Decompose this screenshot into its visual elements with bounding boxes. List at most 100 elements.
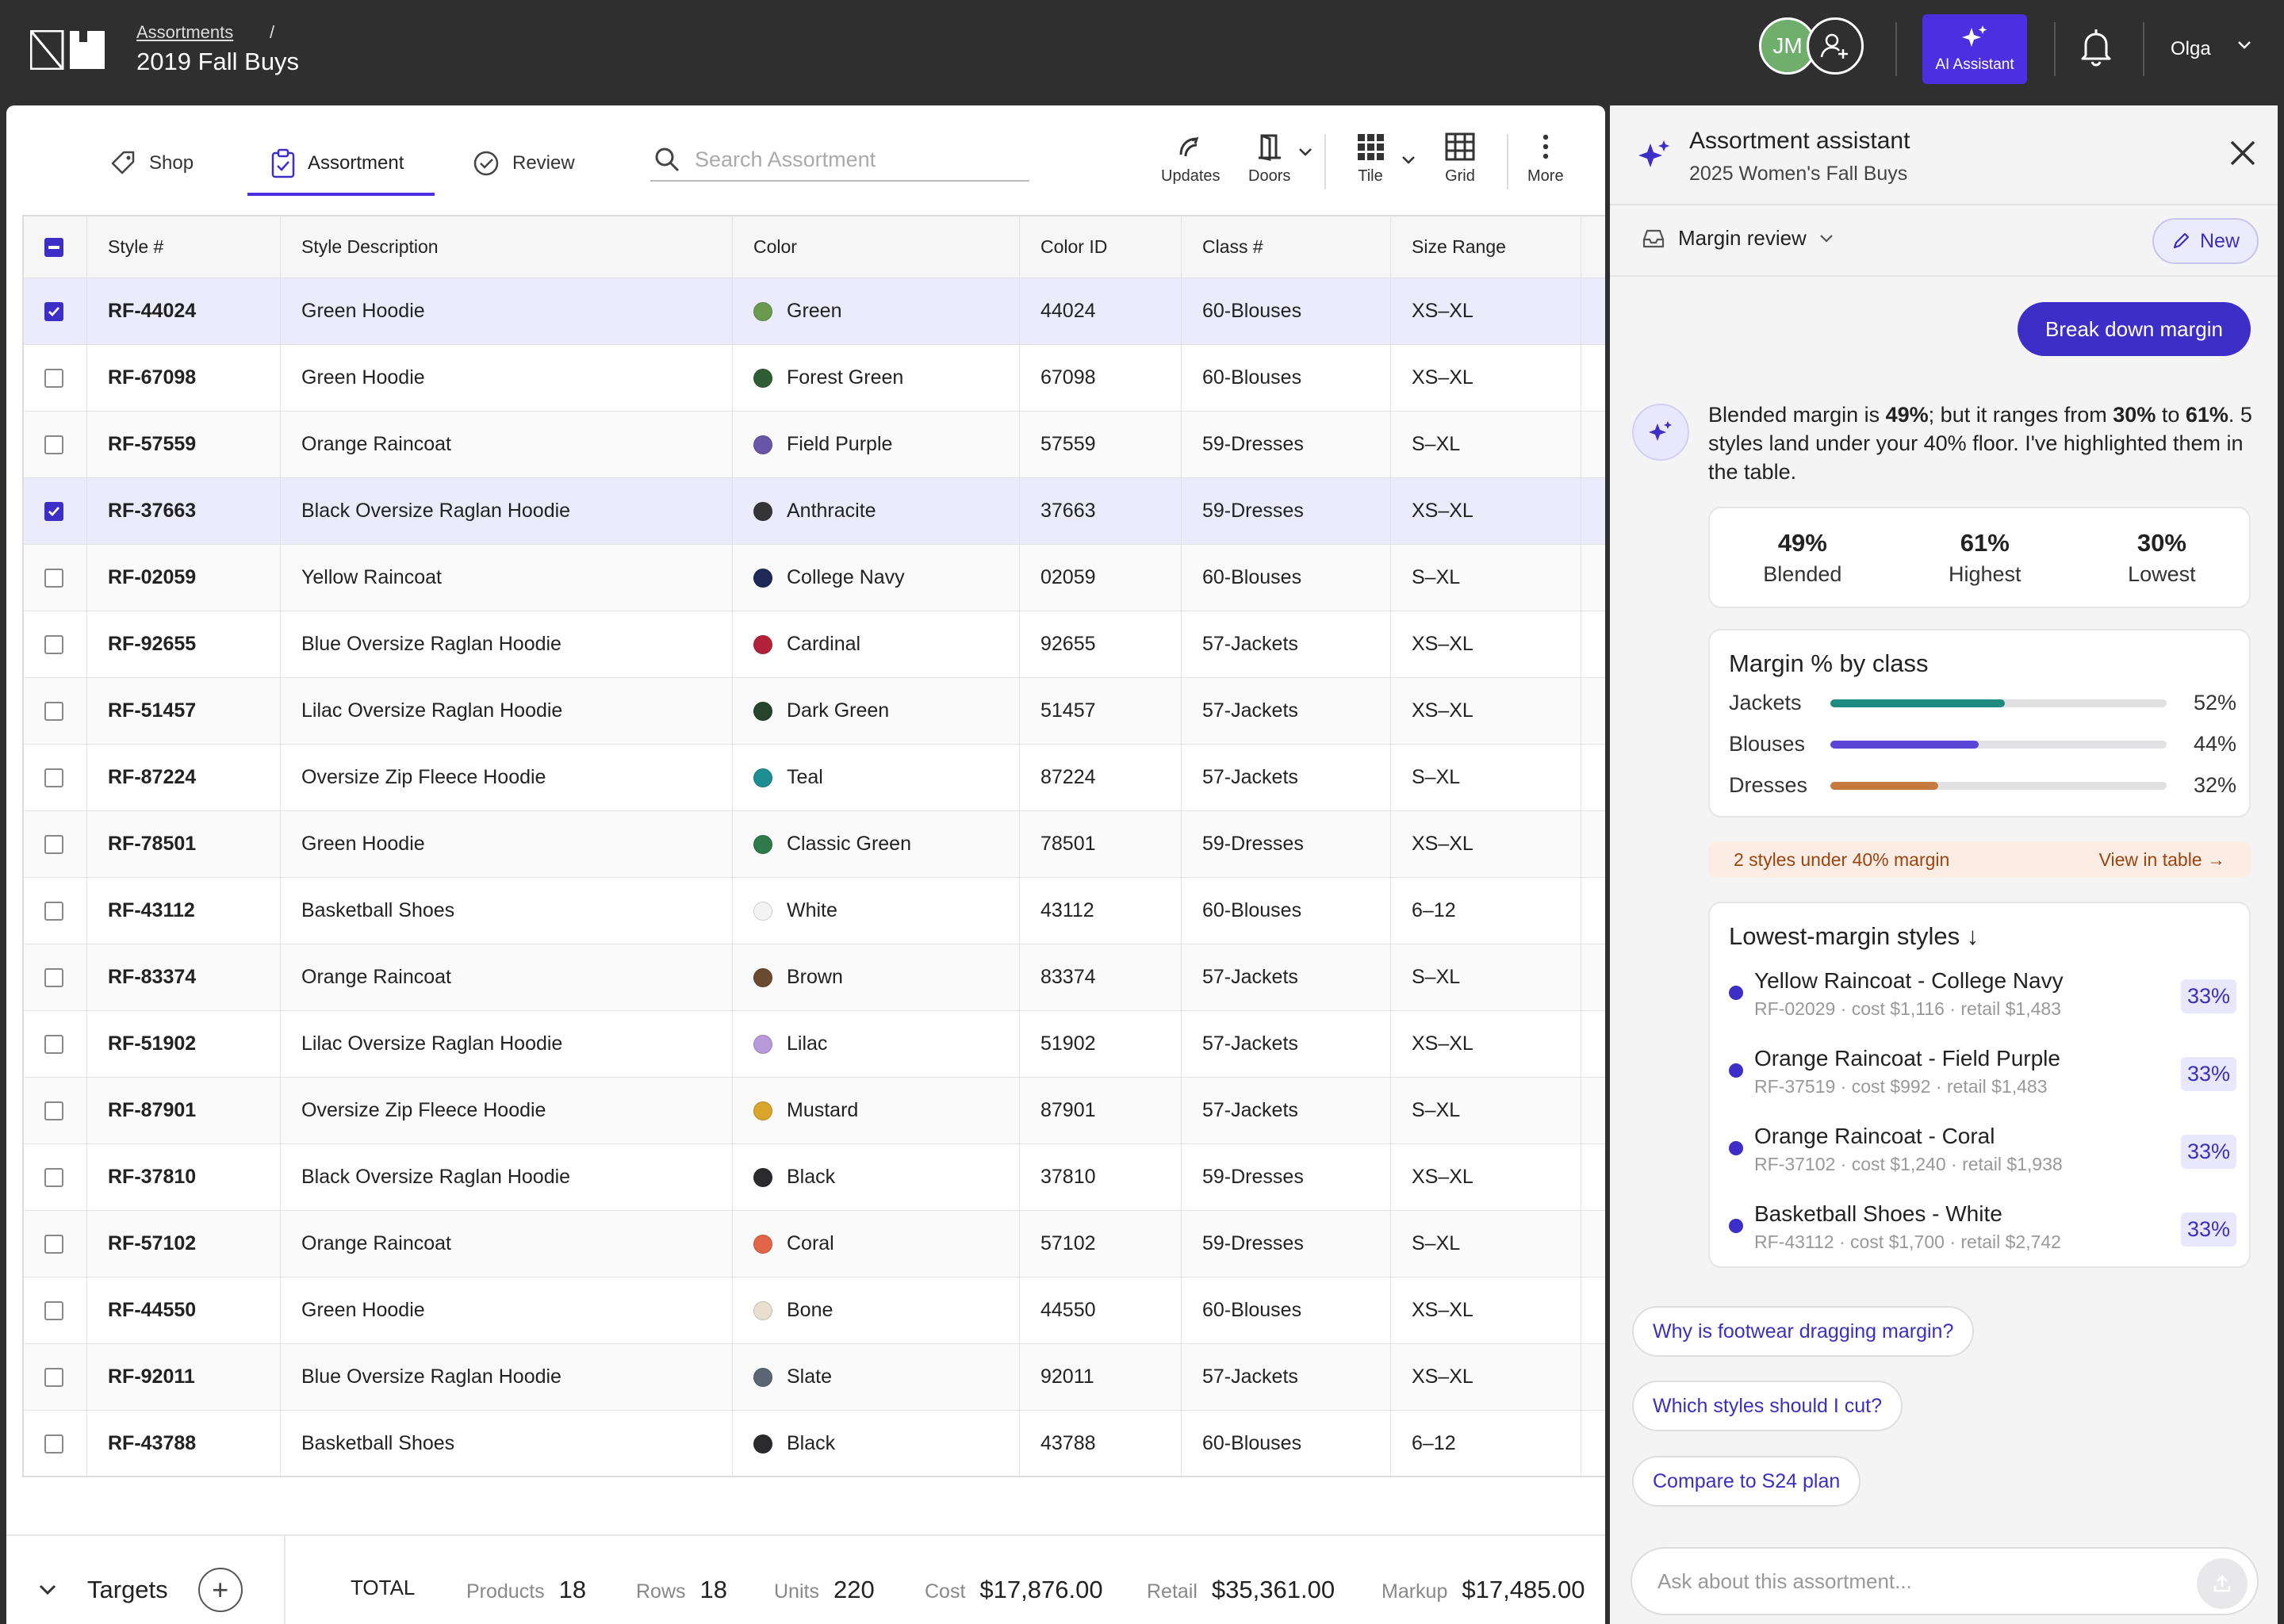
row-checkbox[interactable] [44,1234,63,1254]
row-checkbox[interactable] [44,1367,63,1387]
table-row[interactable]: RF-51457 Lilac Oversize Raglan Hoodie Dark… [24,678,1605,745]
new-conversation-button[interactable]: New [2152,218,2259,264]
table-row[interactable]: RF-02059 Yellow Raincoat College Navy 02059… [24,545,1605,611]
table-row[interactable]: RF-92655 Blue Oversize Raglan Hoodie Cardi… [24,611,1605,678]
column-header[interactable]: Color ID [1020,216,1182,278]
ai-assistant-button[interactable]: AI Assistant [1922,14,2027,84]
lowest-margin-item[interactable]: Basketball Shoes - White RF-43112 · cost … [1729,1201,2236,1268]
row-checkbox[interactable] [44,967,63,987]
user-menu[interactable]: Olga [2171,38,2211,59]
column-header[interactable]: Style # [87,216,281,278]
tab-shop[interactable]: Shop [109,145,194,182]
lowest-margin-item[interactable]: Orange Raincoat - Coral RF-37102 · cost $… [1729,1124,2236,1190]
targets-label: Targets [87,1576,168,1603]
cell-color-id: 51457 [1020,678,1182,744]
table-row[interactable]: RF-92011 Blue Oversize Raglan Hoodie Slate… [24,1344,1605,1411]
row-checkbox[interactable] [44,301,63,321]
row-select-cell [24,278,87,344]
table-row[interactable]: RF-37810 Black Oversize Raglan Hoodie Blac… [24,1144,1605,1211]
table-row[interactable]: RF-78501 Green Hoodie Classic Green 78501 59… [24,811,1605,878]
cell-overflow [1581,1411,1605,1476]
lowest-margin-item[interactable]: Orange Raincoat - Field Purple RF-37519 ·… [1729,1046,2236,1113]
cell-overflow [1581,412,1605,477]
row-checkbox[interactable] [44,701,63,721]
add-target-button[interactable]: + [197,1568,243,1612]
color-swatch [753,768,772,787]
table-row[interactable]: RF-43788 Basketball Shoes Black 43788 60-Blo… [24,1411,1605,1476]
table-row[interactable]: RF-44024 Green Hoodie Green 44024 60-Blouses… [24,278,1605,345]
table-row[interactable]: RF-51902 Lilac Oversize Raglan Hoodie Lila… [24,1011,1605,1078]
table-row[interactable]: RF-87901 Oversize Zip Fleece Hoodie Mustar… [24,1078,1605,1144]
row-checkbox[interactable] [44,1300,63,1320]
grid-view-button[interactable]: Grid [1445,132,1475,186]
table-row[interactable]: RF-67098 Green Hoodie Forest Green 67098 60-… [24,345,1605,412]
suggestion-chip[interactable]: Why is footwear dragging margin? [1632,1306,1975,1357]
inbox-icon [1642,229,1665,247]
cell-class: 60-Blouses [1182,878,1391,944]
cell-color: Field Purple [733,412,1020,477]
cell-size: XS–XL [1391,345,1581,411]
send-button[interactable] [2197,1558,2248,1609]
more-button[interactable]: More [1527,132,1564,186]
tile-view-button[interactable]: Tile [1356,132,1385,186]
divider [1324,134,1326,190]
chevron-down-icon[interactable] [2236,40,2252,51]
row-checkbox[interactable] [44,1034,63,1054]
color-swatch [753,701,772,721]
row-checkbox[interactable] [44,834,63,854]
tab-review[interactable]: Review [473,145,575,182]
view-in-table-link[interactable]: View in table → [2098,848,2225,870]
table-row[interactable]: RF-37663 Black Oversize Raglan Hoodie Anth… [24,478,1605,545]
table-row[interactable]: RF-57102 Orange Raincoat Coral 57102 59-Dres… [24,1211,1605,1277]
cell-desc: Black Oversize Raglan Hoodie [281,478,733,544]
row-select-cell [24,811,87,877]
row-checkbox[interactable] [44,435,63,454]
stat-label: Highest [1948,561,2021,586]
brand-logo[interactable] [30,30,105,70]
row-select-cell [24,1144,87,1210]
row-checkbox[interactable] [44,634,63,654]
row-checkbox[interactable] [44,1167,63,1187]
row-checkbox[interactable] [44,501,63,521]
row-checkbox[interactable] [44,368,63,388]
cell-color: Classic Green [733,811,1020,877]
bell-icon[interactable] [2079,27,2113,67]
search-box[interactable] [650,139,1029,182]
table-row[interactable]: RF-87224 Oversize Zip Fleece Hoodie Teal 87… [24,745,1605,811]
chevron-down-icon[interactable] [1401,155,1416,166]
column-header[interactable]: Color [733,216,1020,278]
cell-text: XS–XL [1412,1166,1473,1188]
lowest-margin-item[interactable]: Yellow Raincoat - College Navy RF-02029 ·… [1729,968,2236,1035]
column-header[interactable]: Style Description [281,216,733,278]
column-header[interactable]: Class # [1182,216,1391,278]
chevron-down-icon[interactable] [1297,147,1313,158]
table-row[interactable]: RF-57559 Orange Raincoat Field Purple 57559… [24,412,1605,478]
select-all-checkbox[interactable] [44,237,63,257]
add-user-button[interactable] [1807,17,1864,75]
row-checkbox[interactable] [44,1101,63,1120]
tab-assortment[interactable]: Assortment [270,145,404,182]
column-header[interactable]: Size Range [1391,216,1581,278]
suggestion-chip[interactable]: Compare to S24 plan [1632,1456,1861,1507]
tab-label: Assortment [308,152,404,174]
row-checkbox[interactable] [44,901,63,921]
chevron-down-icon[interactable] [38,1584,57,1596]
table-row[interactable]: RF-43112 Basketball Shoes White 43112 60-Blo… [24,878,1605,944]
rows-value: 18 [699,1576,727,1603]
table-row[interactable]: RF-83374 Orange Raincoat Brown 83374 57-Jack… [24,944,1605,1011]
assistant-input[interactable] [1657,1568,2165,1594]
search-input[interactable] [695,147,1028,172]
row-checkbox[interactable] [44,768,63,787]
breadcrumb-link[interactable]: Assortments [136,22,234,42]
suggestion-chip[interactable]: Which styles should I cut? [1632,1381,1903,1431]
avatar[interactable]: JM [1759,17,1816,75]
table-row[interactable]: RF-44550 Green Hoodie Bone 44550 60-Blouses X… [24,1277,1605,1344]
row-checkbox[interactable] [44,1434,63,1454]
doors-button[interactable]: Doors [1248,132,1290,186]
updates-button[interactable]: Updates [1161,132,1221,186]
close-icon[interactable] [2228,139,2257,167]
conversation-selector[interactable]: Margin review [1642,226,1834,251]
cell-text: XS–XL [1412,1032,1473,1055]
row-checkbox[interactable] [44,568,63,588]
cell-text: S–XL [1412,1232,1461,1254]
